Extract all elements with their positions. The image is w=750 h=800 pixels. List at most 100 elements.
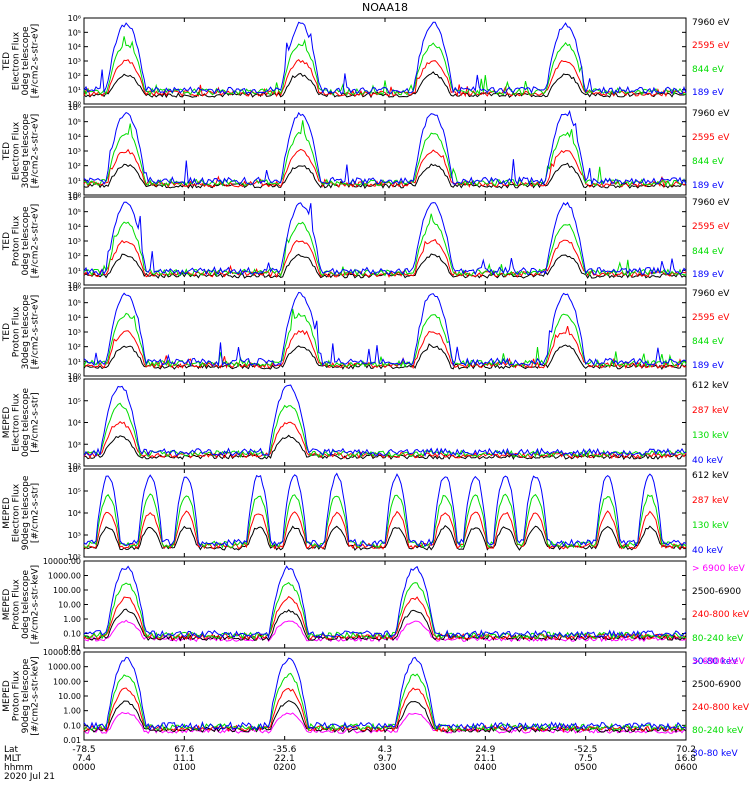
- x-tick-label: 7.4: [77, 754, 92, 764]
- y-tick-label: 10³: [68, 57, 81, 66]
- y-tick-label: 10⁴: [68, 132, 81, 141]
- y-tick-label: 1.00: [63, 615, 81, 624]
- panels-group: 10⁶ 10⁵ 10⁴ 10³ 10² 10¹ 10⁰ TEDElectron Flux0de…: [2, 14, 750, 759]
- y-tick-label: 10⁴: [68, 43, 81, 52]
- y-tick-label: 10³: [68, 440, 81, 449]
- y-tick-label: 10⁵: [68, 299, 81, 308]
- y-tick-label: 10³: [68, 328, 81, 337]
- series-line: [83, 582, 687, 640]
- series-line: [83, 510, 687, 550]
- x-tick-label: 0400: [474, 763, 497, 773]
- series-line: [83, 36, 687, 96]
- y-tick-label: 10⁶: [68, 375, 81, 384]
- y-tick-label: 10²: [68, 71, 81, 80]
- x-tick-label: -52.5: [574, 745, 597, 755]
- y-tick-label: 0.01: [63, 736, 81, 745]
- y-tick-label: 100.00: [53, 677, 81, 686]
- y-axis-label: MEPEDElectron Flux90deg telescope[#/cm2-…: [2, 475, 41, 550]
- y-tick-label: 10⁶: [68, 465, 81, 474]
- x-tick-label: 0300: [374, 763, 397, 773]
- legend-entry: 130 keV: [692, 521, 729, 531]
- legend-entry: 844 eV: [692, 65, 725, 75]
- panel-7: 10000.00 1000.00 100.00 10.00 1.00 0.10 0.01 ME…: [2, 557, 750, 667]
- y-tick-label: 10⁵: [68, 118, 81, 127]
- legend-entry: 844 eV: [692, 337, 725, 347]
- x-tick-label: -78.5: [72, 745, 95, 755]
- panel-5: 10⁶ 10⁵ 10⁴ 10³ 10² MEPEDElectron Flux0deg te…: [2, 375, 729, 471]
- series-line: [83, 21, 687, 95]
- x-tick-label: 11.1: [174, 754, 194, 764]
- y-tick-label: 10⁶: [68, 284, 81, 293]
- panel-3: 10⁶ 10⁵ 10⁴ 10³ 10² 10¹ 10⁰ TEDProton Flux0deg …: [2, 193, 730, 290]
- chart-title: NOAA18: [362, 1, 408, 14]
- x-tick-label: -35.6: [273, 745, 297, 755]
- y-axis-label: MEPEDProton Flux90deg telescope[#/cm2-s-…: [2, 656, 41, 735]
- y-axis-label: TEDProton Flux30deg telescope[#/cm2-s-st…: [2, 294, 41, 369]
- series-line: [83, 595, 687, 641]
- legend-entry: 2595 eV: [692, 133, 730, 143]
- y-axis-label: TEDElectron Flux0deg telescope[#/cm2-s-s…: [2, 24, 41, 99]
- legend-entry: 40 keV: [692, 456, 724, 466]
- legend-entry: 612 keV: [692, 381, 729, 391]
- y-tick-label: 10³: [68, 531, 81, 540]
- x-tick-label: 16.8: [676, 754, 696, 764]
- legend-entry: 30-80 keV: [692, 657, 738, 667]
- series-line: [83, 384, 687, 458]
- y-tick-label: 10²: [68, 162, 81, 171]
- y-tick-label: 10000.00: [43, 557, 81, 566]
- legend-entry: 612 keV: [692, 471, 729, 481]
- y-tick-label: 1000.00: [48, 572, 81, 581]
- y-tick-label: 10⁶: [68, 193, 81, 202]
- y-tick-label: 10¹: [68, 266, 81, 275]
- x-tick-label: 24.9: [475, 745, 495, 755]
- y-tick-label: 10²: [68, 252, 81, 261]
- y-tick-label: 10³: [68, 147, 81, 156]
- x-axis-labels: Lat -78.5 67.6 -35.6 4.3 24.9 -52.5 70.2 MLT 7.4 1…: [4, 745, 698, 782]
- y-tick-label: 10⁵: [68, 208, 81, 217]
- legend-entry: 2595 eV: [692, 41, 730, 51]
- date-label: 2020 Jul 21: [4, 772, 55, 782]
- x-row-label: Lat: [4, 745, 19, 755]
- x-tick-label: 0000: [73, 763, 96, 773]
- y-tick-label: 10¹: [68, 357, 81, 366]
- series-line: [83, 213, 687, 277]
- series-line: [83, 201, 687, 276]
- legend-entry: 240-800 keV: [692, 703, 750, 713]
- series-line: [83, 162, 687, 189]
- series-line: [83, 308, 687, 368]
- series-line: [83, 656, 687, 731]
- y-tick-label: 10⁴: [68, 509, 81, 518]
- legend-entry: 2595 eV: [692, 313, 730, 323]
- panel-1: 10⁶ 10⁵ 10⁴ 10³ 10² 10¹ 10⁰ TEDElectron Flux0de…: [2, 14, 730, 109]
- x-tick-label: 7.5: [579, 754, 593, 764]
- legend-entry: 80-240 keV: [692, 634, 744, 644]
- series-line: [83, 402, 687, 459]
- legend-entry: 2500-6900: [692, 680, 741, 690]
- y-tick-label: 10⁰: [68, 372, 81, 381]
- y-tick-label: 10⁰: [68, 100, 81, 109]
- y-tick-label: 10²: [68, 343, 81, 352]
- y-axis-label: MEPEDElectron Flux0deg telescope[#/cm2-s…: [2, 388, 41, 458]
- y-tick-label: 10²: [68, 553, 81, 562]
- x-tick-label: 22.1: [275, 754, 295, 764]
- series-line: [83, 291, 687, 367]
- legend-entry: 7960 eV: [692, 18, 730, 28]
- y-tick-label: 10⁴: [68, 419, 81, 428]
- y-tick-label: 10³: [68, 237, 81, 246]
- x-tick-label: 70.2: [676, 745, 696, 755]
- y-tick-label: 10⁵: [68, 28, 81, 37]
- series-line: [83, 565, 687, 640]
- panel-2: 10⁶ 10⁵ 10⁴ 10³ 10² 10¹ 10⁰ TEDElectron Flux30d…: [2, 103, 730, 200]
- legend-entry: 40 keV: [692, 546, 724, 556]
- x-row-label: hhmm: [4, 763, 33, 773]
- x-tick-label: 9.7: [378, 754, 392, 764]
- y-axis-label: MEPEDProton Flux0deg telescope[#/cm2-s-s…: [2, 565, 41, 644]
- legend-entry: 844 eV: [692, 247, 725, 257]
- y-tick-label: 10⁶: [68, 14, 81, 23]
- panel-6: 10⁶ 10⁵ 10⁴ 10³ 10² MEPEDElectron Flux90deg t…: [2, 465, 729, 562]
- y-tick-label: 10⁶: [68, 103, 81, 112]
- y-tick-label: 10⁵: [68, 487, 81, 496]
- y-tick-label: 100.00: [53, 586, 81, 595]
- y-axis-label: TEDElectron Flux30deg telescope[#/cm2-s-…: [2, 113, 41, 188]
